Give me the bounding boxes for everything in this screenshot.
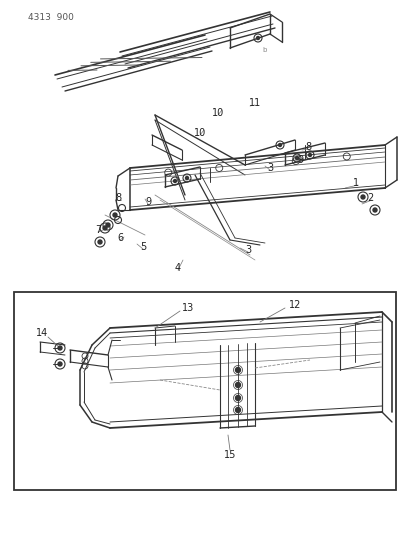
Text: 5: 5: [140, 242, 146, 252]
Text: 7: 7: [95, 225, 101, 235]
Text: 9: 9: [145, 197, 151, 207]
Text: 14: 14: [36, 328, 48, 338]
Text: 10: 10: [212, 108, 224, 118]
Text: 9: 9: [297, 155, 303, 165]
Text: 6: 6: [117, 233, 123, 243]
Circle shape: [186, 176, 188, 180]
Text: 4313  900: 4313 900: [28, 13, 74, 22]
Circle shape: [373, 208, 377, 212]
Circle shape: [106, 223, 110, 227]
Circle shape: [58, 346, 62, 350]
Circle shape: [235, 408, 240, 413]
Circle shape: [173, 180, 177, 182]
Text: 15: 15: [224, 450, 236, 460]
Text: 3: 3: [267, 163, 273, 173]
Circle shape: [257, 36, 259, 39]
Text: 1: 1: [353, 178, 359, 188]
Text: 10: 10: [194, 128, 206, 138]
Text: 11: 11: [249, 98, 261, 108]
Circle shape: [98, 240, 102, 244]
Text: 13: 13: [182, 303, 194, 313]
Circle shape: [235, 383, 240, 387]
Circle shape: [58, 362, 62, 366]
Circle shape: [361, 195, 365, 199]
Circle shape: [113, 213, 117, 217]
Text: 4: 4: [175, 263, 181, 273]
Text: 8: 8: [305, 142, 311, 152]
Circle shape: [279, 143, 282, 147]
Text: b: b: [263, 47, 267, 53]
Text: 12: 12: [289, 300, 301, 310]
Circle shape: [295, 157, 299, 159]
Text: 2: 2: [367, 193, 373, 203]
Circle shape: [308, 154, 311, 157]
Text: 8: 8: [115, 193, 121, 203]
Text: 3: 3: [245, 245, 251, 255]
Circle shape: [103, 226, 107, 230]
Bar: [14, 292, 396, 490]
Circle shape: [235, 367, 240, 373]
Circle shape: [235, 395, 240, 400]
